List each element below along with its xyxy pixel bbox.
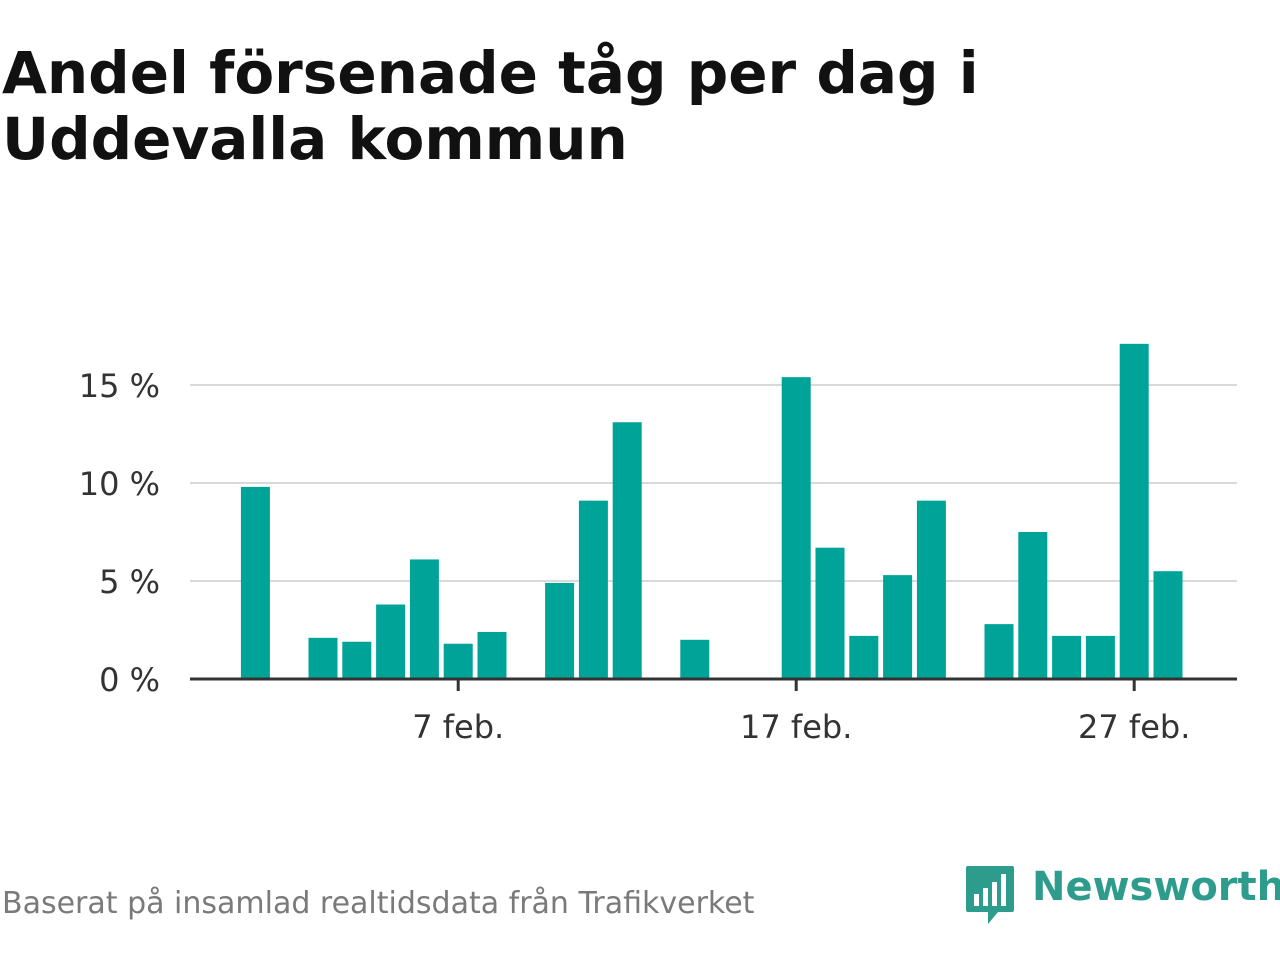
grid-lines (190, 384, 1237, 582)
source-note: Baserat på insamlad realtidsdata från Tr… (2, 886, 755, 921)
y-tick-label: 5 % (99, 563, 160, 601)
bar-11feb (578, 500, 608, 679)
x-tick-label: 7 feb. (412, 708, 504, 746)
bar-8feb (477, 631, 507, 679)
bar-23feb (984, 624, 1014, 679)
axes: 0 % 5 % 10 % 15 % 7 feb. 17 feb. 27 feb. (79, 367, 1237, 746)
bar-21feb (916, 500, 946, 679)
bars (240, 343, 1183, 679)
bar-19feb (849, 635, 879, 679)
bar-20feb (883, 575, 913, 679)
y-tick-label: 10 % (79, 465, 160, 503)
y-tick-label: 0 % (99, 661, 160, 699)
bar-17feb (781, 377, 811, 679)
newsworthy-logo-icon (966, 866, 1014, 924)
y-tick-label: 15 % (79, 367, 160, 405)
bar-1feb (240, 486, 270, 679)
bar-10feb (545, 582, 575, 679)
bar-4feb (342, 641, 372, 679)
chart-title: Andel försenade tåg per dag i Uddevalla … (2, 39, 979, 173)
bar-24feb (1018, 532, 1048, 679)
bar-6feb (409, 559, 439, 679)
x-tick-label: 17 feb. (740, 708, 852, 746)
bar-14feb (680, 639, 710, 679)
bar-25feb (1052, 635, 1082, 679)
bar-18feb (815, 547, 845, 679)
brand-name: Newsworthy (1032, 864, 1280, 910)
bar-28feb (1153, 571, 1183, 679)
bar-7feb (443, 643, 473, 679)
bar-26feb (1085, 635, 1115, 679)
bar-5feb (376, 604, 406, 679)
bar-12feb (612, 422, 642, 679)
x-tick-label: 27 feb. (1078, 708, 1190, 746)
bar-27feb (1119, 343, 1149, 679)
bar-3feb (308, 637, 338, 679)
